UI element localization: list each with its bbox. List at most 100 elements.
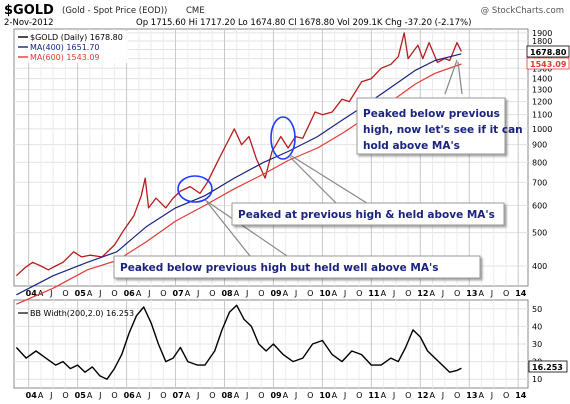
time-tick-label: O bbox=[405, 289, 411, 298]
ma600-value-label: 1543.09 bbox=[530, 60, 567, 69]
ma600-line bbox=[16, 63, 462, 305]
time-tick-label: O bbox=[160, 391, 166, 400]
gold-price-line bbox=[15, 32, 462, 277]
price-tick-label: 500 bbox=[532, 229, 547, 238]
time-tick-label: O bbox=[307, 391, 313, 400]
time-tick-label: A bbox=[430, 289, 436, 298]
time-tick-label: 10 bbox=[319, 391, 331, 400]
time-tick-label: 13 bbox=[466, 289, 477, 298]
pointer-recent-1 bbox=[444, 59, 458, 95]
time-tick-label: O bbox=[209, 391, 215, 400]
price-tick-label: 600 bbox=[532, 201, 547, 210]
time-tick-label: 04 bbox=[26, 289, 38, 298]
time-tick-label: 11 bbox=[368, 391, 380, 400]
time-axis-upper: 04 A J O 05 A J O 06 A J O 07 A J O 08 A J O 09 A J O 10 A J O 11 A J O… bbox=[26, 289, 527, 298]
time-tick-label: 09 bbox=[270, 391, 282, 400]
price-tick-label: 1800 bbox=[532, 37, 552, 46]
time-tick-label: A bbox=[87, 391, 93, 400]
time-tick-label: J bbox=[490, 391, 493, 400]
price-tick-label: 1900 bbox=[532, 29, 552, 38]
time-tick-label: O bbox=[454, 391, 460, 400]
time-tick-label: 04 bbox=[26, 391, 38, 400]
time-tick-label: 13 bbox=[466, 391, 477, 400]
time-tick-label: J bbox=[294, 289, 297, 298]
time-tick-label: 07 bbox=[173, 391, 184, 400]
time-tick-label: O bbox=[258, 289, 264, 298]
time-tick-label: A bbox=[185, 289, 191, 298]
time-tick-label: 05 bbox=[75, 391, 87, 400]
price-tick-label: 1300 bbox=[532, 86, 552, 95]
annotation-pointers bbox=[204, 59, 463, 259]
time-tick-label: O bbox=[503, 391, 509, 400]
time-tick-label: A bbox=[430, 391, 436, 400]
time-tick-label: J bbox=[98, 289, 101, 298]
time-tick-label: O bbox=[356, 391, 362, 400]
time-tick-label: O bbox=[454, 289, 460, 298]
pointer-2009-1 bbox=[289, 154, 371, 206]
time-tick-label: A bbox=[185, 391, 191, 400]
time-tick-label: 14 bbox=[515, 391, 527, 400]
legend-entry: $GOLD (Daily) 1678.80 bbox=[30, 33, 123, 42]
symbol-description: (Gold - Spot Price (EOD)) bbox=[62, 6, 167, 16]
time-tick-label: A bbox=[332, 289, 338, 298]
price-tick-label: 1200 bbox=[532, 98, 552, 107]
bb-width-line bbox=[15, 304, 462, 380]
time-tick-label: A bbox=[136, 391, 142, 400]
time-tick-label: A bbox=[332, 391, 338, 400]
price-tick-label: 1000 bbox=[532, 125, 552, 134]
annotation-recent-line2: high, now let's see if it can bbox=[363, 124, 523, 136]
time-tick-label: O bbox=[160, 289, 166, 298]
price-series bbox=[15, 32, 462, 305]
indicator-grid bbox=[14, 300, 528, 388]
time-tick-label: A bbox=[38, 391, 44, 400]
time-tick-label: 09 bbox=[270, 289, 282, 298]
time-tick-label: 12 bbox=[417, 391, 428, 400]
time-tick-label: A bbox=[478, 289, 484, 298]
time-tick-label: O bbox=[405, 391, 411, 400]
time-tick-label: A bbox=[478, 391, 484, 400]
time-tick-label: O bbox=[307, 289, 313, 298]
time-tick-label: O bbox=[62, 289, 68, 298]
time-tick-label: A bbox=[234, 289, 240, 298]
indicator-tick-label: 30 bbox=[532, 340, 542, 349]
time-tick-label: O bbox=[258, 391, 264, 400]
time-tick-label: 10 bbox=[319, 289, 331, 298]
time-tick-label: 12 bbox=[417, 289, 428, 298]
time-tick-label: 08 bbox=[221, 289, 233, 298]
time-tick-label: J bbox=[49, 391, 52, 400]
time-tick-label: 08 bbox=[221, 391, 233, 400]
time-tick-label: O bbox=[62, 391, 68, 400]
time-tick-label: A bbox=[283, 391, 289, 400]
annotation-2009-box bbox=[231, 202, 505, 226]
annotation-recent-box bbox=[356, 97, 506, 155]
annotation-recent-line1: Peaked below previous bbox=[363, 108, 500, 120]
time-tick-label: O bbox=[503, 289, 509, 298]
time-tick-label: O bbox=[111, 391, 117, 400]
indicator-tick-label: 40 bbox=[532, 322, 542, 331]
pointer-recent-2 bbox=[457, 61, 463, 95]
price-value-tag bbox=[526, 45, 570, 58]
bbw-value-tag bbox=[528, 360, 568, 373]
time-tick-label: A bbox=[283, 289, 289, 298]
time-tick-label: 07 bbox=[173, 289, 184, 298]
price-tick-label: 700 bbox=[532, 178, 547, 187]
time-tick-label: A bbox=[381, 289, 387, 298]
annotation-2006: Peaked below previous high but held well… bbox=[113, 255, 481, 279]
indicator-tick-label: 50 bbox=[532, 305, 542, 314]
time-tick-label: J bbox=[490, 289, 493, 298]
price-tick-label: 900 bbox=[532, 141, 547, 150]
time-tick-label: J bbox=[392, 289, 395, 298]
price-tick-label: 1100 bbox=[532, 111, 552, 120]
time-tick-label: 14 bbox=[515, 289, 527, 298]
annotation-2006-box bbox=[113, 255, 481, 279]
time-tick-label: J bbox=[245, 391, 248, 400]
annotation-2006-text: Peaked below previous high but held well… bbox=[120, 262, 438, 274]
time-tick-label: J bbox=[49, 289, 52, 298]
time-tick-label: J bbox=[343, 289, 346, 298]
time-tick-label: J bbox=[245, 289, 248, 298]
bbw-legend: BB Width(200,2.0) 16.253 bbox=[30, 309, 134, 318]
time-tick-label: O bbox=[111, 289, 117, 298]
